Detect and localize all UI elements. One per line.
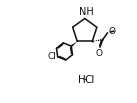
Text: O: O — [96, 49, 103, 58]
Text: Cl: Cl — [85, 75, 95, 85]
Text: Cl: Cl — [48, 52, 56, 61]
Text: –: – — [83, 75, 87, 84]
Text: O: O — [109, 28, 115, 36]
Text: H: H — [78, 75, 86, 85]
Text: NH: NH — [79, 7, 93, 17]
Polygon shape — [71, 41, 77, 47]
